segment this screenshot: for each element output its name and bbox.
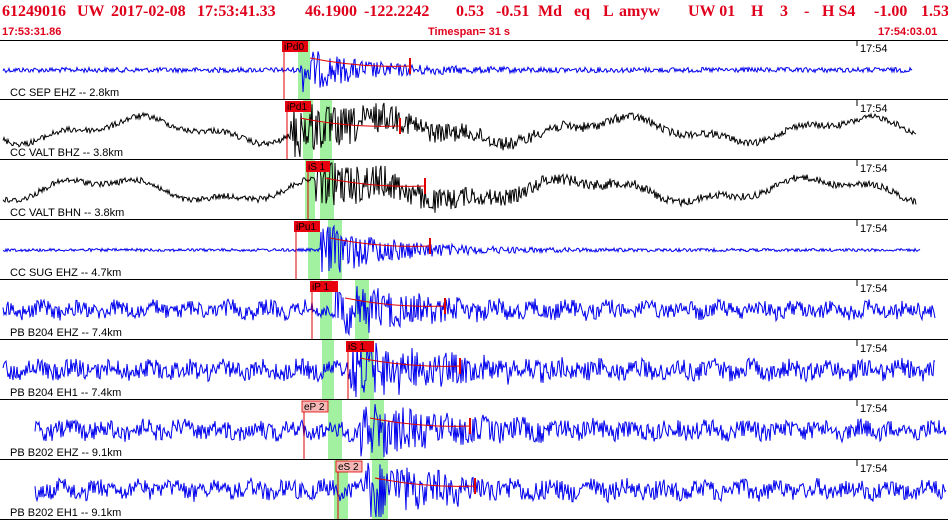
pick-flag[interactable]: [282, 41, 308, 52]
event-v1: -1.00: [874, 3, 908, 20]
trace-row[interactable]: iS 1 PB B204 EH1 -- 7.4km 17:54: [0, 340, 948, 400]
pick-window: [298, 40, 310, 100]
coda-fit-line: [299, 117, 401, 127]
station-label: PB B202 EH1 -- 9.1km: [10, 507, 121, 519]
end-time: 17:54:03.01: [878, 26, 938, 38]
time-tick-label: 17:54: [860, 403, 888, 415]
pick-label[interactable]: iP 1: [312, 282, 329, 293]
event-lon: -122.2242: [364, 3, 430, 20]
coda-fit-line: [369, 417, 471, 427]
station-label: CC SUG EHZ -- 4.7km: [10, 267, 121, 279]
pick-label[interactable]: iPu1: [296, 222, 316, 233]
event-quality: H: [751, 3, 764, 20]
time-tick-label: 17:54: [860, 223, 888, 235]
event-region: UW 01: [688, 3, 736, 20]
pick-flag[interactable]: [294, 221, 320, 232]
waveform: [34, 462, 947, 518]
time-tick-label: 17:54: [860, 103, 888, 115]
event-analyst: amyw: [619, 3, 660, 20]
time-tick-label: 17:54: [860, 43, 888, 55]
station-label: PB B204 EHZ -- 7.4km: [10, 327, 122, 339]
waveform: [2, 224, 921, 273]
time-tick-label: 17:54: [860, 283, 888, 295]
waveform: [2, 342, 936, 398]
station-label: CC VALT BHN -- 3.8km: [10, 207, 124, 219]
seismogram-panel[interactable]: iPd0 CC SEP EHZ -- 2.8km 17:54 iPd1 CC VALT …: [0, 40, 948, 520]
trace-row[interactable]: iP 1 PB B204 EHZ -- 7.4km 17:54: [0, 280, 948, 340]
trace-row[interactable]: iS 1 CC VALT BHN -- 3.8km 17:54: [0, 160, 948, 220]
waveform: [2, 102, 917, 158]
event-h-s4: H S4: [822, 3, 856, 20]
trace-row[interactable]: iPu1 CC SUG EHZ -- 4.7km 17:54: [0, 220, 948, 280]
event-time: 17:53:41.33: [197, 3, 276, 20]
event-type: eq: [574, 3, 590, 20]
time-tick-label: 17:54: [860, 163, 888, 175]
trace-row[interactable]: iPd0 CC SEP EHZ -- 2.8km 17:54: [0, 40, 948, 100]
station-label: CC VALT BHZ -- 3.8km: [10, 147, 123, 159]
event-flag: L: [603, 3, 614, 20]
time-axis-header: 17:53:31.86 Timespan= 31 s 17:54:03.01: [0, 26, 948, 40]
coda-fit-line: [359, 357, 461, 367]
event-depth: 0.53: [456, 3, 484, 20]
pick-window: [328, 400, 342, 460]
pick-label[interactable]: iPd1: [287, 102, 307, 113]
event-network: UW: [77, 3, 105, 20]
pick-window: [303, 100, 313, 160]
event-id: 61249016: [2, 3, 66, 20]
waveform: [34, 404, 947, 458]
waveform: [2, 162, 917, 213]
pick-label[interactable]: iS 1: [308, 162, 326, 173]
coda-fit-line: [344, 297, 446, 307]
trace-row[interactable]: eS 2 PB B202 EH1 -- 9.1km 17:54: [0, 460, 948, 520]
coda-fit-line: [329, 237, 431, 247]
event-lat: 46.1900: [305, 3, 357, 20]
coda-fit-line: [324, 177, 426, 187]
pick-flag[interactable]: [310, 281, 338, 292]
event-magnitude: -0.51: [496, 3, 530, 20]
coda-fit-line: [309, 57, 411, 67]
pick-flag[interactable]: [346, 341, 374, 352]
trace-row[interactable]: eP 2 PB B202 EHZ -- 9.1km 17:54: [0, 400, 948, 460]
pick-label[interactable]: eP 2: [304, 402, 325, 413]
event-v2: 1.53: [921, 3, 948, 20]
pick-flag[interactable]: [335, 460, 363, 473]
coda-fit-line: [374, 477, 476, 487]
pick-label[interactable]: iPd0: [284, 42, 304, 53]
timespan: Timespan= 31 s: [428, 26, 511, 38]
pick-window: [305, 160, 315, 220]
event-date: 2017-02-08: [111, 3, 186, 20]
pick-flag[interactable]: [285, 101, 311, 112]
pick-label[interactable]: eS 2: [338, 462, 359, 473]
station-label: PB B204 EH1 -- 7.4km: [10, 387, 121, 399]
event-mag-type: Md: [538, 3, 562, 20]
trace-row[interactable]: iPd1 CC VALT BHZ -- 3.8km 17:54: [0, 100, 948, 160]
event-dash: -: [804, 3, 810, 20]
pick-flag[interactable]: [306, 161, 330, 172]
station-label: CC SEP EHZ -- 2.8km: [10, 87, 119, 99]
pick-window: [320, 280, 332, 340]
event-n: 3: [780, 3, 788, 20]
pick-label[interactable]: iS 1: [348, 342, 366, 353]
pick-window: [360, 340, 374, 400]
start-time: 17:53:31.86: [2, 26, 62, 38]
event-header: 61249016 UW 2017-02-08 17:53:41.33 46.19…: [0, 0, 948, 26]
waveform: [2, 51, 913, 93]
time-tick-label: 17:54: [860, 463, 888, 475]
station-label: PB B202 EHZ -- 9.1km: [10, 447, 122, 459]
pick-flag[interactable]: [301, 400, 329, 413]
time-tick-label: 17:54: [860, 343, 888, 355]
waveform: [2, 282, 936, 337]
